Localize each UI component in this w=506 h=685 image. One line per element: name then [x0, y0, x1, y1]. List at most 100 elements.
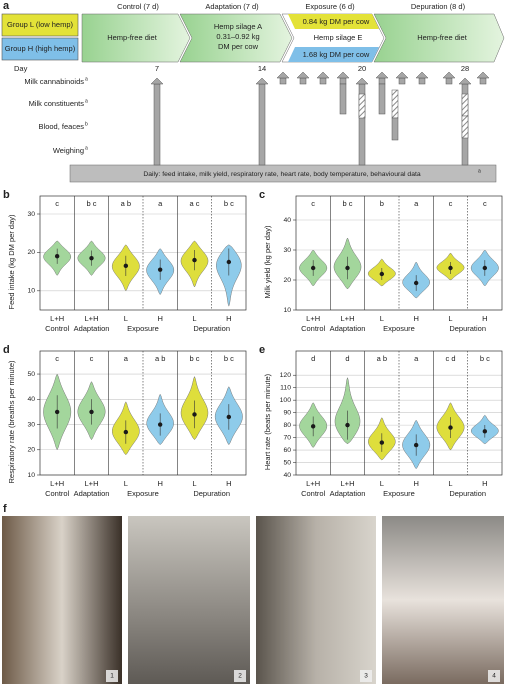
y-tick-label: 20 [27, 447, 35, 454]
sample-arrowhead [276, 71, 290, 79]
phase-label: Adaptation (7 d) [205, 2, 259, 11]
mean-dot [379, 271, 385, 277]
x-tick-label: H [157, 314, 162, 323]
sample-arrowhead [150, 77, 164, 85]
sample-bar [391, 117, 399, 141]
mean-dot [482, 265, 488, 271]
panel-label: d [3, 344, 10, 356]
day-label: Day [14, 64, 28, 73]
y-tick-label: 100 [280, 397, 292, 404]
photo [128, 516, 250, 684]
y-tick-label: 40 [27, 396, 35, 403]
row-label: Milk cannabinoids [24, 77, 84, 86]
x-tick-label: L [124, 314, 128, 323]
phase-arrow [81, 13, 191, 63]
significance-letter: b c [224, 199, 234, 208]
mean-dot [123, 429, 129, 435]
sample-arrowhead [458, 77, 472, 85]
sample-arrowhead [375, 71, 389, 79]
x-tick-label: H [482, 479, 487, 488]
significance-letter: a b [377, 354, 387, 363]
y-tick-label: 70 [283, 434, 291, 441]
photo-numbers: 1 2 3 4 [106, 670, 500, 682]
phase-label: Control (7 d) [117, 2, 159, 11]
y-tick-label: 10 [27, 472, 35, 479]
mean-dot [54, 409, 60, 415]
photo-number-box [106, 670, 118, 682]
plot-frame [39, 350, 247, 476]
photo [256, 516, 376, 684]
y-tick-label: 50 [283, 459, 291, 466]
significance-letter: a [124, 354, 129, 363]
sample-bar [445, 77, 453, 85]
y-tick-label: 30 [283, 247, 291, 254]
group-label: Control [45, 324, 70, 333]
panel-label: c [259, 189, 265, 201]
y-tick-label: 30 [27, 421, 35, 428]
x-tick-label: L+H [50, 479, 64, 488]
sample-bar [461, 115, 469, 139]
sample-arrowhead [296, 71, 310, 79]
y-tick-label: 10 [283, 307, 291, 314]
diet-label: 0.84 kg DM per cow [303, 17, 370, 26]
diet-label: DM per cow [218, 42, 259, 51]
significance-letter: c [55, 199, 59, 208]
plot-frame [295, 350, 503, 476]
sample-arrowhead [415, 71, 429, 79]
diet-label: Hemp-free diet [107, 33, 158, 42]
row-label: Weighing [53, 146, 84, 155]
x-tick-label: H [413, 479, 418, 488]
diet-label: 0.31–0.92 kg [216, 32, 259, 41]
x-tick-label: L+H [85, 479, 99, 488]
mean-dot [192, 412, 197, 417]
x-tick-label: L [380, 479, 384, 488]
y-tick-label: 50 [27, 371, 35, 378]
panel-label: a [3, 0, 10, 12]
sample-bar [319, 77, 327, 85]
diet-label: Hemp silage A [214, 22, 262, 31]
mean-dot [157, 422, 163, 427]
mean-dot [345, 422, 350, 428]
mean-dot [226, 414, 232, 420]
x-tick-label: L [448, 479, 452, 488]
diet-label: Hemp silage E [314, 33, 363, 42]
y-tick-label: 60 [283, 447, 291, 454]
y-axis-title: Milk yield (kg per day) [263, 225, 272, 298]
sample-arrowhead [255, 77, 269, 85]
y-tick-label: 30 [27, 211, 35, 218]
x-tick-label: H [226, 314, 231, 323]
row-note: a [85, 145, 88, 151]
y-axis-title: Respiratory rate (breaths per minute) [7, 360, 16, 483]
panel-label: e [259, 344, 265, 356]
y-tick-label: 80 [283, 422, 291, 429]
significance-letter: b [380, 199, 384, 208]
y-axis-title: Feed intake (kg DM per day) [7, 214, 16, 310]
x-tick-label: L+H [341, 479, 355, 488]
sample-bar [358, 93, 366, 119]
significance-letter: b c [224, 354, 234, 363]
y-tick-label: 10 [27, 288, 35, 295]
x-tick-label: L+H [341, 314, 355, 323]
significance-letter: c [311, 199, 315, 208]
sample-bar [258, 83, 266, 166]
dose-band [288, 47, 379, 62]
mean-dot [192, 257, 197, 263]
photo [2, 516, 122, 684]
group-label: Exposure [127, 489, 159, 498]
significance-letter: c [55, 354, 59, 363]
group-label: Depuration [449, 324, 486, 333]
sample-arrowhead [395, 71, 409, 79]
x-tick-label: L+H [85, 314, 99, 323]
diet-label: Hemp-free diet [417, 33, 468, 42]
sample-bar [479, 77, 487, 85]
significance-letter: a b [121, 199, 131, 208]
photo-number: 4 [492, 673, 496, 680]
significance-letter: a b [155, 354, 165, 363]
sample-bar [378, 77, 386, 85]
group-label: Group L (low hemp) [7, 20, 74, 29]
x-tick-label: L [380, 314, 384, 323]
sample-bar [378, 83, 386, 115]
x-tick-label: H [482, 314, 487, 323]
group-label: Exposure [383, 489, 415, 498]
